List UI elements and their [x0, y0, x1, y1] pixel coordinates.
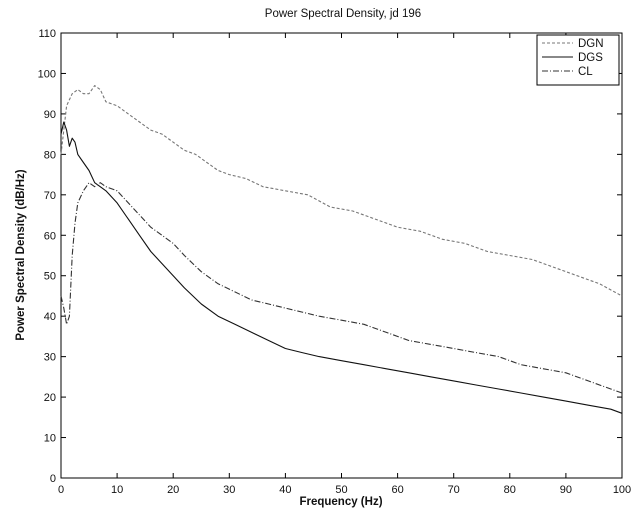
- x-tick-label: 40: [279, 484, 291, 496]
- y-tick-label: 100: [38, 68, 56, 80]
- y-tick-label: 110: [38, 28, 56, 40]
- legend-label-dgs: DGS: [578, 52, 603, 64]
- legend-label-dgn: DGN: [578, 38, 604, 50]
- y-tick-label: 60: [44, 230, 56, 242]
- y-tick-label: 10: [44, 433, 56, 445]
- y-tick-label: 40: [44, 311, 56, 323]
- x-tick-label: 60: [391, 484, 403, 496]
- y-tick-label: 90: [44, 109, 56, 121]
- series-line-dgn: [60, 85, 623, 297]
- series-layer: [60, 85, 623, 414]
- x-tick-label: 20: [167, 484, 179, 496]
- legend-label-cl: CL: [578, 66, 593, 78]
- series-line-cl: [60, 182, 623, 394]
- y-tick-label: 70: [44, 190, 56, 202]
- x-tick-label: 50: [335, 484, 347, 496]
- x-tick-label: 70: [448, 484, 460, 496]
- y-tick-label: 50: [44, 271, 56, 283]
- x-tick-label: 90: [560, 484, 572, 496]
- x-tick-label: 10: [111, 484, 123, 496]
- legend: DGN DGS CL: [536, 34, 620, 86]
- x-axis-label: Frequency (Hz): [299, 496, 382, 508]
- x-tick-label: 30: [223, 484, 235, 496]
- x-tick-label: 100: [613, 484, 631, 496]
- x-tick-label: 0: [58, 484, 64, 496]
- legend-box: [536, 34, 620, 86]
- y-tick-label: 30: [44, 352, 56, 364]
- y-axis-label: Power Spectral Density (dB/Hz): [15, 169, 27, 340]
- y-tick-label: 0: [50, 473, 56, 485]
- y-tick-label: 20: [44, 392, 56, 404]
- x-axis: 0 10 20 30 40 50 60 70 80 90 100: [58, 33, 631, 496]
- series-line-dgs: [60, 121, 623, 414]
- chart-title: Power Spectral Density, jd 196: [265, 8, 421, 20]
- plot-area-frame: [60, 32, 623, 479]
- y-axis: 0 10 20 30 40 50 60 70 80 90 100 110: [38, 28, 622, 485]
- x-tick-label: 80: [504, 484, 516, 496]
- y-tick-label: 80: [44, 149, 56, 161]
